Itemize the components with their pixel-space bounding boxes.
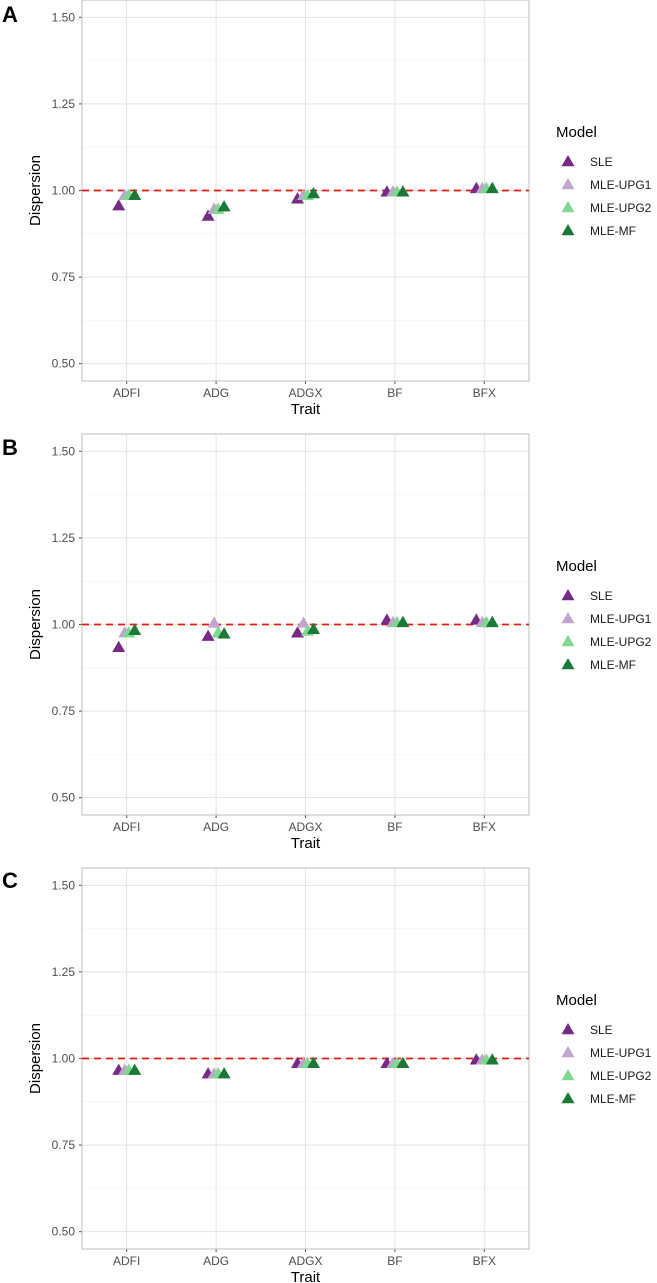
data-point-mle-mf	[396, 615, 410, 628]
y-axis-title: Dispersion	[27, 589, 44, 660]
x-tick-label: ADFI	[113, 386, 140, 400]
panel-letter: A	[2, 2, 18, 27]
legend-key-mle-mf	[561, 657, 575, 670]
data-point-mle-mf	[217, 200, 231, 212]
y-tick-label: 1.25	[52, 965, 76, 979]
data-point-sle	[112, 199, 126, 211]
x-tick-label: ADGX	[288, 820, 322, 834]
legend-label: MLE-UPG2	[590, 1069, 652, 1083]
data-point-mle-mf	[128, 188, 142, 200]
x-tick-label: ADGX	[288, 1254, 322, 1268]
x-tick-label: BFX	[473, 386, 496, 400]
chart-panel-c: C 0.50 0.75 1.00 1.25 1.50 ADFI ADG ADGX BF BFX Tra…	[2, 867, 652, 1283]
legend-label: MLE-UPG1	[590, 178, 652, 192]
data-point-sle	[201, 209, 215, 221]
legend-label: MLE-MF	[590, 658, 636, 672]
x-axis-title: Trait	[291, 401, 321, 418]
legend-label: MLE-UPG1	[590, 612, 652, 626]
x-tick-label: ADFI	[113, 1254, 140, 1268]
y-tick-label: 1.00	[52, 1052, 76, 1066]
data-point-sle	[291, 626, 304, 638]
legend-key-mle-mf	[561, 223, 575, 236]
legend-key-sle	[561, 154, 575, 167]
x-tick-label: ADFI	[113, 820, 140, 834]
data-point-mle-mf	[307, 622, 320, 634]
legend-key-mle-upg1	[561, 1045, 575, 1058]
data-point-mle-mf	[485, 1053, 499, 1065]
data-point-mle-upg1	[297, 616, 310, 628]
legend-label: SLE	[590, 155, 613, 169]
legend-label: MLE-UPG2	[590, 635, 652, 649]
x-tick-label: BFX	[473, 1254, 496, 1268]
legend-key-mle-upg1	[561, 611, 575, 624]
data-point-sle	[201, 629, 215, 641]
legend-key-mle-upg2	[561, 200, 575, 213]
y-tick-label: 0.75	[52, 270, 76, 284]
data-point-mle-mf	[217, 627, 231, 639]
data-point-mle-upg1	[207, 616, 221, 628]
y-tick-label: 0.50	[52, 357, 76, 371]
legend-label: MLE-UPG2	[590, 201, 652, 215]
data-point-mle-mf	[307, 186, 320, 199]
legend-label: SLE	[590, 1023, 613, 1037]
y-tick-label: 1.25	[52, 97, 76, 111]
y-tick-label: 1.00	[52, 184, 76, 198]
y-axis-title: Dispersion	[27, 1023, 44, 1094]
y-tick-label: 1.50	[52, 878, 76, 892]
legend-key-mle-upg1	[561, 177, 575, 190]
x-axis-title: Trait	[291, 1269, 321, 1283]
data-point-mle-mf	[307, 1056, 320, 1068]
x-tick-label: BF	[387, 1254, 402, 1268]
x-tick-label: ADG	[203, 386, 229, 400]
data-point-mle-mf	[485, 615, 499, 628]
legend: Model SLE MLE-UPG1 MLE-UPG2 MLE-MF	[556, 124, 652, 238]
y-tick-label: 1.50	[52, 444, 76, 458]
y-tick-label: 0.50	[52, 1225, 76, 1239]
y-axis-title: Dispersion	[27, 155, 44, 226]
legend: Model SLE MLE-UPG1 MLE-UPG2 MLE-MF	[556, 992, 652, 1106]
data-point-mle-mf	[485, 181, 499, 194]
legend-key-sle	[561, 588, 575, 601]
y-tick-label: 0.75	[52, 704, 76, 718]
legend-title: Model	[556, 992, 597, 1009]
x-tick-label: BF	[387, 820, 402, 834]
y-tick-label: 0.75	[52, 1138, 76, 1152]
data-point-mle-mf	[396, 1056, 410, 1068]
panel-letter: B	[2, 435, 18, 460]
data-point-sle	[112, 640, 126, 653]
x-tick-label: ADG	[203, 820, 229, 834]
data-point-mle-mf	[396, 185, 410, 197]
data-point-mle-mf	[128, 1063, 142, 1075]
chart-panel-b: B 0.50 0.75 1.00 1.25 1.50 ADFI ADG ADGX BF BFX Tra…	[2, 433, 652, 852]
y-tick-label: 0.50	[52, 791, 76, 805]
legend-key-mle-upg2	[561, 634, 575, 647]
panel-letter: C	[2, 868, 18, 893]
y-tick-label: 1.50	[52, 10, 76, 24]
legend-title: Model	[556, 558, 597, 575]
legend-title: Model	[556, 124, 597, 141]
x-axis-title: Trait	[291, 835, 321, 852]
data-point-mle-mf	[128, 623, 142, 636]
legend-label: SLE	[590, 589, 613, 603]
x-tick-label: ADGX	[288, 386, 322, 400]
legend-label: MLE-MF	[590, 224, 636, 238]
legend-key-mle-upg2	[561, 1068, 575, 1081]
y-tick-label: 1.00	[52, 618, 76, 632]
data-point-sle	[291, 192, 304, 204]
x-tick-label: ADG	[203, 1254, 229, 1268]
legend: Model SLE MLE-UPG1 MLE-UPG2 MLE-MF	[556, 558, 652, 672]
data-point-mle-mf	[217, 1067, 231, 1079]
legend-label: MLE-MF	[590, 1092, 636, 1106]
legend-key-sle	[561, 1022, 575, 1035]
legend-label: MLE-UPG1	[590, 1046, 652, 1060]
legend-key-mle-mf	[561, 1091, 575, 1104]
x-tick-label: BF	[387, 386, 402, 400]
chart-panel-a: A 0.50 0.75 1.00 1.25 1.50 ADFI ADG ADGX BF BFX Tra…	[2, 0, 652, 418]
y-tick-label: 1.25	[52, 531, 76, 545]
x-tick-label: BFX	[473, 820, 496, 834]
